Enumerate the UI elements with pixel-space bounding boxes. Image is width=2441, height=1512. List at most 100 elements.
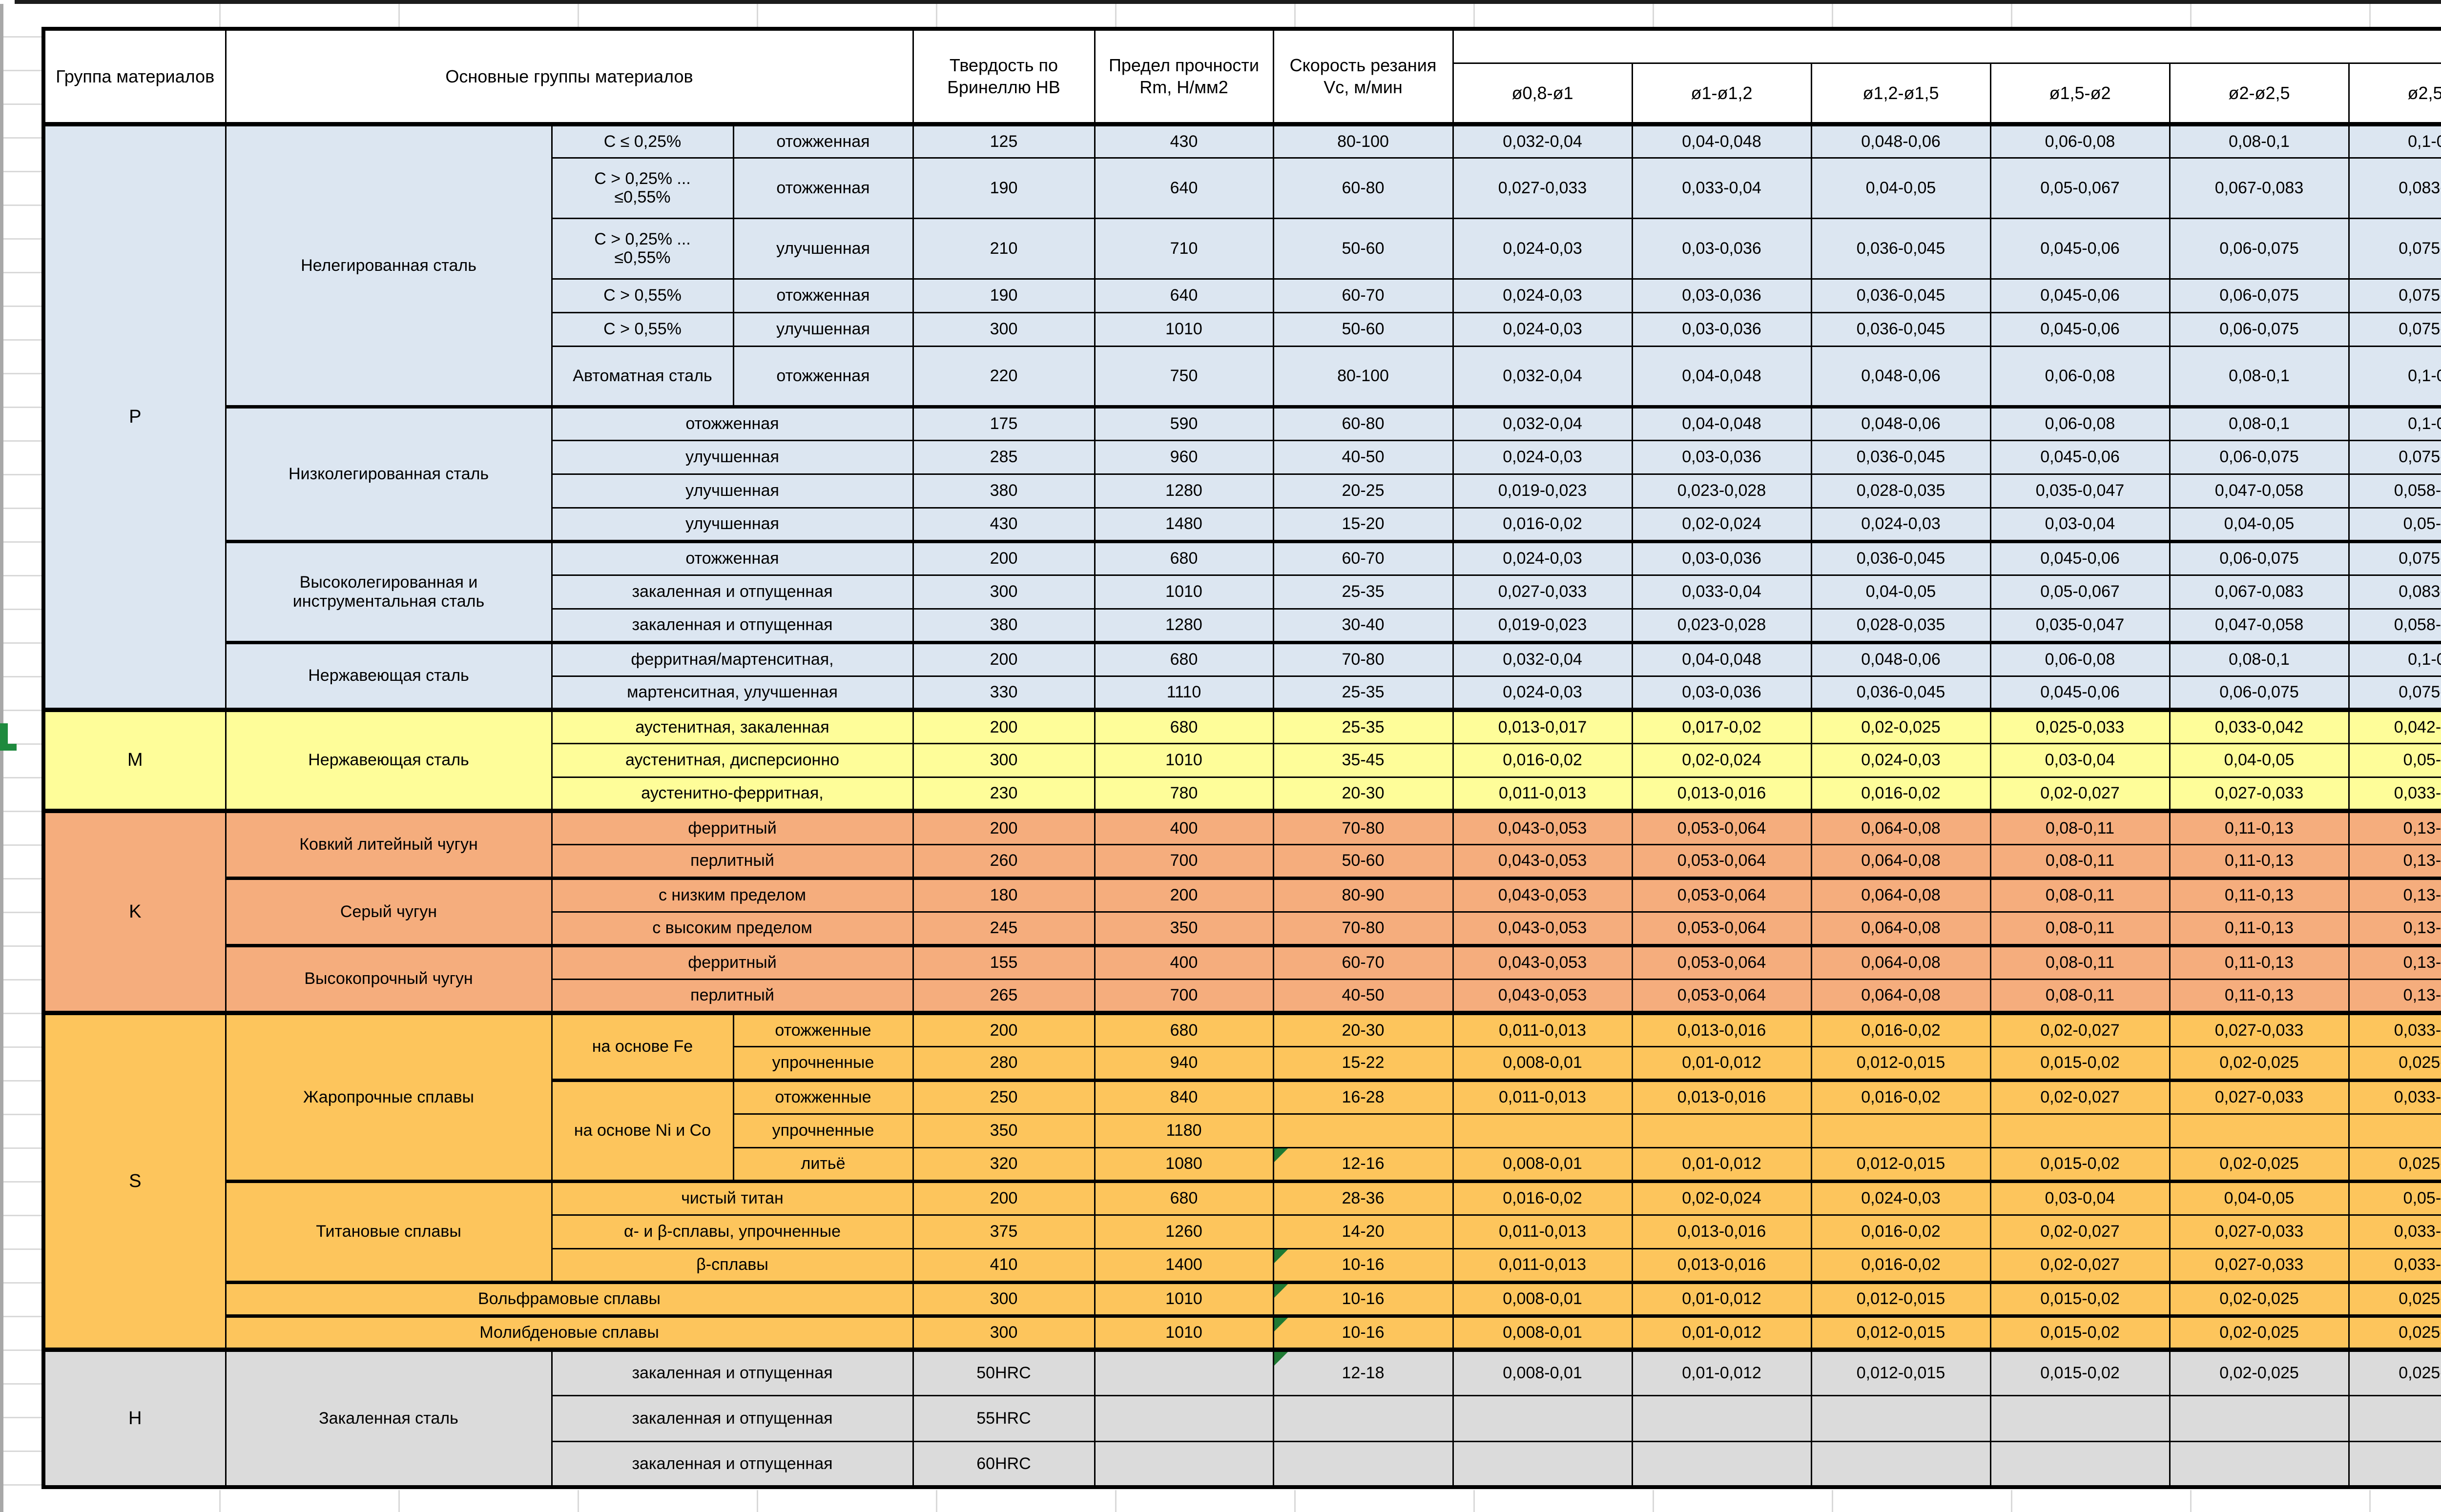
- hardness-cell[interactable]: 210: [912, 217, 1096, 280]
- strength-cell[interactable]: 1010: [1094, 1280, 1274, 1317]
- submaterial-cell[interactable]: закаленная и отпущенная: [551, 608, 914, 643]
- hardness-cell[interactable]: 430: [912, 507, 1096, 542]
- feed-cell[interactable]: 0,04-0,05: [2169, 1179, 2350, 1216]
- feed-cell[interactable]: 0,016-0,02: [1810, 1078, 1991, 1115]
- feed-cell[interactable]: 0,045-0,06: [1989, 311, 2171, 347]
- feed-cell[interactable]: [1810, 1113, 1991, 1148]
- feed-cell[interactable]: 0,05-0,08: [2348, 507, 2441, 542]
- hardness-cell[interactable]: 380: [912, 608, 1096, 643]
- hardness-cell[interactable]: 180: [912, 876, 1096, 913]
- feed-cell[interactable]: 0,012-0,015: [1810, 1314, 1991, 1350]
- hardness-cell[interactable]: 265: [912, 978, 1096, 1014]
- speed-cell[interactable]: 80-100: [1272, 345, 1454, 408]
- feed-cell[interactable]: [2169, 1440, 2350, 1488]
- submaterial-cell[interactable]: C > 0,25% ... ≤0,55%: [551, 157, 734, 219]
- feed-cell[interactable]: 0,024-0,03: [1452, 217, 1633, 280]
- speed-cell[interactable]: 12-18: [1272, 1347, 1454, 1396]
- header-diameter[interactable]: ø1-ø1,2: [1631, 62, 1812, 126]
- strength-cell[interactable]: 680: [1094, 1179, 1274, 1216]
- feed-cell[interactable]: 0,03-0,036: [1631, 675, 1812, 711]
- feed-cell[interactable]: 0,05-0,08: [2348, 1179, 2441, 1216]
- strength-cell[interactable]: [1094, 1394, 1274, 1442]
- feed-cell[interactable]: 0,019-0,023: [1452, 608, 1633, 643]
- feed-cell[interactable]: 0,012-0,015: [1810, 1045, 1991, 1081]
- feed-cell[interactable]: 0,043-0,053: [1452, 978, 1633, 1014]
- feed-cell[interactable]: 0,027-0,033: [2169, 1247, 2350, 1283]
- feed-cell[interactable]: 0,11-0,13: [2169, 876, 2350, 913]
- treatment-cell[interactable]: отожженная: [732, 278, 914, 313]
- feed-cell[interactable]: 0,036-0,045: [1810, 311, 1991, 347]
- feed-cell[interactable]: 0,027-0,033: [2169, 1010, 2350, 1047]
- feed-cell[interactable]: 0,033-0,042: [2169, 707, 2350, 744]
- feed-cell[interactable]: 0,048-0,06: [1810, 640, 1991, 677]
- hardness-cell[interactable]: 280: [912, 1045, 1096, 1081]
- strength-cell[interactable]: 700: [1094, 978, 1274, 1014]
- speed-cell[interactable]: 20-30: [1272, 1010, 1454, 1047]
- feed-cell[interactable]: 0,02-0,024: [1631, 742, 1812, 778]
- feed-cell[interactable]: 0,06-0,075: [2169, 675, 2350, 711]
- strength-cell[interactable]: 1010: [1094, 574, 1274, 610]
- strength-cell[interactable]: 430: [1094, 122, 1274, 159]
- feed-cell[interactable]: 0,008-0,01: [1452, 1045, 1633, 1081]
- material-cell[interactable]: Высокопрочный чугун: [225, 943, 553, 1014]
- speed-cell[interactable]: 20-30: [1272, 776, 1454, 812]
- treatment-cell[interactable]: отожженная: [732, 157, 914, 219]
- submaterial-cell[interactable]: мартенситная, улучшенная: [551, 675, 914, 711]
- hardness-cell[interactable]: 380: [912, 473, 1096, 509]
- feed-cell[interactable]: 0,036-0,045: [1810, 539, 1991, 576]
- feed-cell[interactable]: 0,024-0,03: [1452, 311, 1633, 347]
- feed-cell[interactable]: 0,03-0,036: [1631, 217, 1812, 280]
- feed-cell[interactable]: 0,03-0,04: [1989, 507, 2171, 542]
- hardness-cell[interactable]: 200: [912, 1179, 1096, 1216]
- feed-cell[interactable]: 0,011-0,013: [1452, 1247, 1633, 1283]
- submaterial-cell[interactable]: аустенитная, дисперсионно: [551, 742, 914, 778]
- submaterial-cell[interactable]: C ≤ 0,25%: [551, 122, 734, 159]
- hardness-cell[interactable]: 220: [912, 345, 1096, 408]
- feed-cell[interactable]: 0,033-0,04: [1631, 574, 1812, 610]
- speed-cell[interactable]: 50-60: [1272, 311, 1454, 347]
- feed-cell[interactable]: 0,13-0,21: [2348, 911, 2441, 946]
- feed-cell[interactable]: 0,05-0,067: [1989, 157, 2171, 219]
- speed-cell[interactable]: 70-80: [1272, 808, 1454, 845]
- hardness-cell[interactable]: 60HRC: [912, 1440, 1096, 1488]
- speed-cell[interactable]: 60-80: [1272, 157, 1454, 219]
- feed-cell[interactable]: 0,016-0,02: [1810, 1010, 1991, 1047]
- feed-cell[interactable]: 0,064-0,08: [1810, 808, 1991, 845]
- feed-cell[interactable]: [1989, 1440, 2171, 1488]
- feed-cell[interactable]: 0,01-0,012: [1631, 1314, 1812, 1350]
- feed-cell[interactable]: 0,011-0,013: [1452, 1214, 1633, 1249]
- feed-cell[interactable]: 0,043-0,053: [1452, 911, 1633, 946]
- feed-cell[interactable]: 0,11-0,13: [2169, 911, 2350, 946]
- hardness-cell[interactable]: 330: [912, 675, 1096, 711]
- feed-cell[interactable]: 0,13-0,21: [2348, 978, 2441, 1014]
- feed-cell[interactable]: 0,043-0,053: [1452, 876, 1633, 913]
- group-cell[interactable]: P: [42, 122, 227, 711]
- feed-cell[interactable]: 0,025-0,04: [2348, 1347, 2441, 1396]
- hardness-cell[interactable]: 200: [912, 808, 1096, 845]
- hardness-cell[interactable]: 410: [912, 1247, 1096, 1283]
- feed-cell[interactable]: 0,013-0,016: [1631, 1078, 1812, 1115]
- hardness-cell[interactable]: 230: [912, 776, 1096, 812]
- speed-cell[interactable]: 60-70: [1272, 278, 1454, 313]
- speed-cell[interactable]: 10-16: [1272, 1314, 1454, 1350]
- header-group[interactable]: Группа материалов: [42, 28, 227, 125]
- feed-cell[interactable]: 0,02-0,025: [2169, 1146, 2350, 1182]
- feed-cell[interactable]: 0,04-0,048: [1631, 405, 1812, 441]
- feed-cell[interactable]: 0,04-0,048: [1631, 345, 1812, 408]
- feed-cell[interactable]: 0,067-0,083: [2169, 157, 2350, 219]
- feed-cell[interactable]: 0,047-0,058: [2169, 608, 2350, 643]
- hardness-cell[interactable]: 300: [912, 311, 1096, 347]
- hardness-cell[interactable]: 200: [912, 640, 1096, 677]
- strength-cell[interactable]: 1480: [1094, 507, 1274, 542]
- speed-cell[interactable]: 25-35: [1272, 574, 1454, 610]
- feed-cell[interactable]: 0,036-0,045: [1810, 675, 1991, 711]
- feed-cell[interactable]: 0,04-0,05: [2169, 507, 2350, 542]
- feed-cell[interactable]: 0,08-0,11: [1989, 876, 2171, 913]
- feed-cell[interactable]: 0,02-0,027: [1989, 776, 2171, 812]
- feed-cell[interactable]: 0,075-0,12: [2348, 278, 2441, 313]
- material-cell[interactable]: Вольфрамовые сплавы: [225, 1280, 914, 1317]
- feed-cell[interactable]: 0,064-0,08: [1810, 911, 1991, 946]
- strength-cell[interactable]: 1400: [1094, 1247, 1274, 1283]
- feed-cell[interactable]: 0,016-0,02: [1810, 1247, 1991, 1283]
- strength-cell[interactable]: 1010: [1094, 742, 1274, 778]
